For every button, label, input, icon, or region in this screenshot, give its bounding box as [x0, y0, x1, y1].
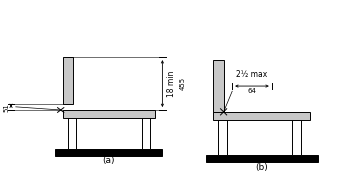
Bar — [63, 110, 154, 118]
Text: 2 max: 2 max — [0, 95, 1, 119]
Text: (b): (b) — [255, 163, 268, 172]
Text: 2½ max: 2½ max — [236, 70, 268, 79]
Bar — [213, 60, 224, 112]
Bar — [206, 155, 318, 162]
Bar — [142, 118, 150, 149]
Bar — [68, 118, 76, 149]
Bar — [213, 112, 310, 120]
Text: 64: 64 — [248, 88, 256, 94]
Text: 18 min: 18 min — [167, 70, 176, 97]
Text: 455: 455 — [180, 77, 186, 90]
Text: (a): (a) — [103, 156, 115, 165]
Bar — [218, 120, 227, 155]
Bar — [63, 57, 73, 105]
Bar — [55, 149, 162, 156]
Bar — [292, 120, 301, 155]
Text: 51: 51 — [3, 103, 9, 112]
